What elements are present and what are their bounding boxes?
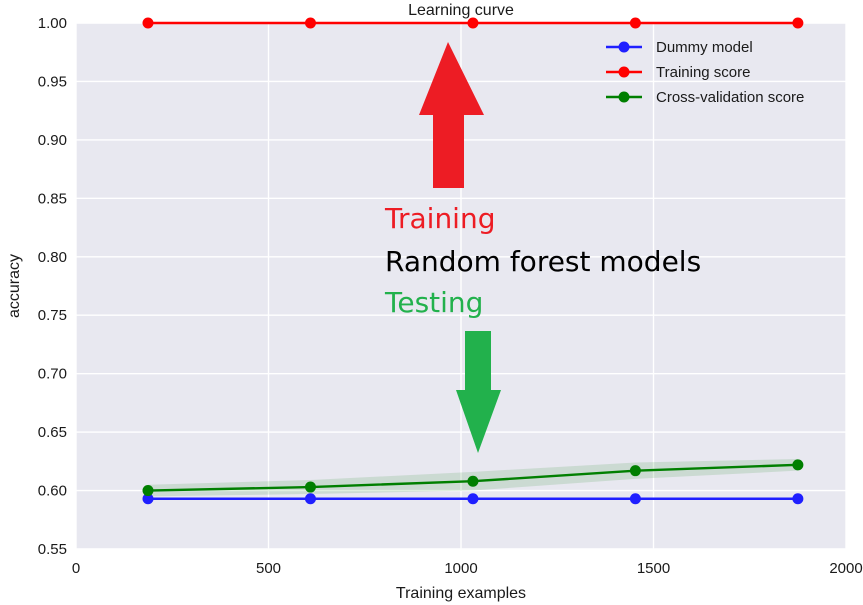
legend-item: Dummy model (606, 39, 753, 56)
x-axis-title: Training examples (396, 585, 526, 602)
data-point (792, 459, 804, 471)
x-tick-label: 0 (72, 560, 80, 577)
series-lines (142, 17, 804, 505)
training-annotation: Training (384, 202, 495, 235)
testing-annotation: Testing (384, 286, 483, 319)
data-point (792, 493, 804, 505)
y-tick-label: 0.75 (38, 307, 67, 324)
legend-label: Dummy model (656, 39, 753, 56)
data-point (304, 481, 316, 493)
x-tick-label: 500 (256, 560, 281, 577)
up-arrow-icon (419, 42, 484, 188)
y-tick-label: 0.60 (38, 483, 67, 500)
series-dummy-model (142, 493, 804, 505)
data-point (629, 493, 641, 505)
legend-label: Training score (656, 64, 750, 81)
data-point (304, 17, 316, 29)
legend-label: Cross-validation score (656, 89, 804, 106)
random-forest-annotation: Random forest models (385, 245, 701, 278)
legend-item: Cross-validation score (606, 89, 804, 106)
y-tick-label: 0.80 (38, 249, 67, 266)
x-tick-label: 1500 (637, 560, 670, 577)
data-point (792, 17, 804, 29)
y-axis-title: accuracy (6, 254, 23, 318)
y-tick-label: 0.95 (38, 73, 67, 90)
data-point (304, 493, 316, 505)
x-tick-label: 2000 (829, 560, 862, 577)
data-point (142, 17, 154, 29)
y-tick-label: 0.65 (38, 424, 67, 441)
data-point (142, 493, 154, 505)
legend-marker (618, 66, 630, 78)
series-cross-validation-score (142, 459, 804, 497)
legend: Dummy model Training score Cross-validatio… (606, 39, 804, 106)
data-point (467, 493, 479, 505)
legend-marker (618, 91, 630, 103)
legend-item: Training score (606, 64, 750, 81)
x-tick-label: 1000 (444, 560, 477, 577)
y-tick-label: 0.70 (38, 366, 67, 383)
y-tick-label: 0.55 (38, 541, 67, 558)
data-point (142, 485, 154, 497)
down-arrow-icon (456, 331, 501, 453)
chart-title: Learning curve (408, 2, 514, 19)
y-tick-label: 1.00 (38, 15, 67, 32)
data-point (467, 17, 479, 29)
data-point (629, 465, 641, 477)
y-tick-label: 0.90 (38, 132, 67, 149)
data-point (467, 475, 479, 487)
legend-marker (618, 41, 630, 53)
y-tick-label: 0.85 (38, 190, 67, 207)
series-training-score (142, 17, 804, 29)
data-point (629, 17, 641, 29)
tick-labels: 0.55 0.60 0.65 0.70 0.75 0.80 0.85 0.90 0.95 1.00… (38, 15, 863, 577)
